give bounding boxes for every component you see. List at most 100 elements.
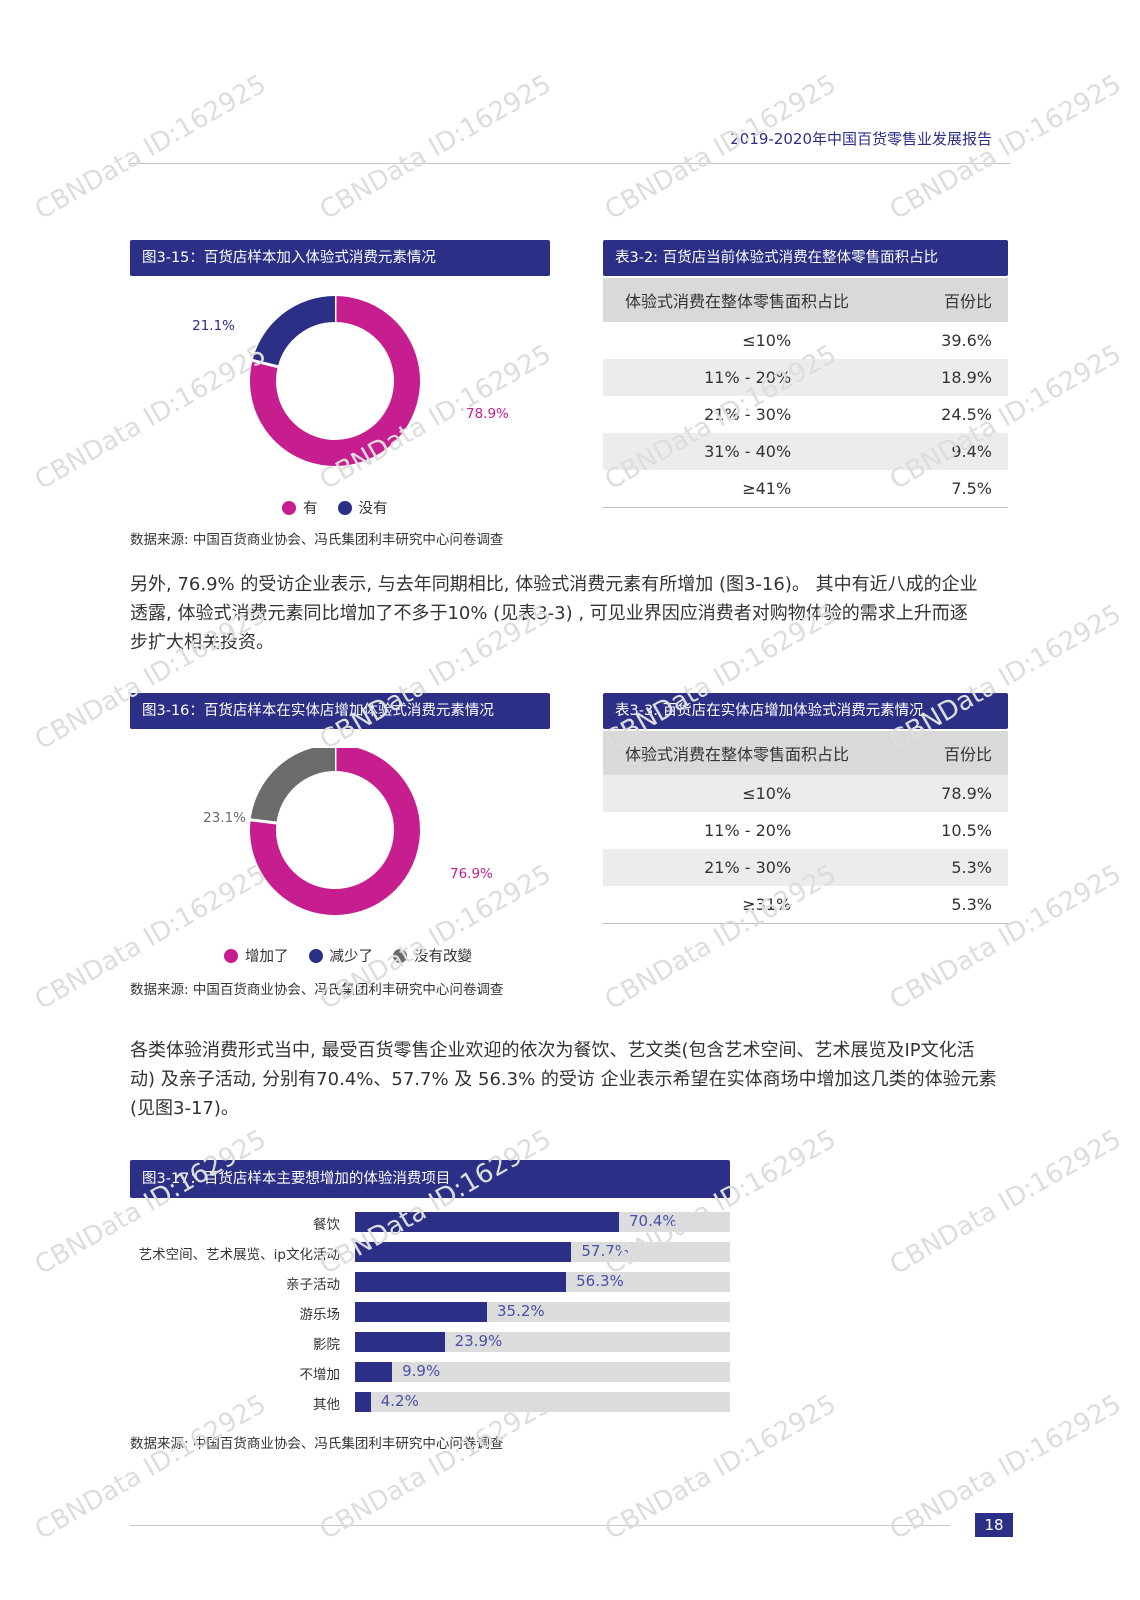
bar-fill [355,1332,445,1352]
legend-swatch-icon [224,948,238,963]
donut-slice-有 [250,296,420,466]
table-header-cell: 百份比 [941,731,1008,775]
slice-label-有: 78.9% [466,406,509,422]
table-row: ≥41% 7.5% [603,470,1008,508]
watermark-text: CBNData ID:162925 [885,1124,1127,1281]
table-row: 31% - 40% 9.4% [603,433,1008,470]
table-cell: ≥41% [742,479,792,498]
slice-label-没有: 21.1% [192,318,235,334]
legend-item: 增加了 [224,945,289,966]
bar-fill [355,1392,371,1412]
slice-separator [250,818,277,825]
table-row: 11% - 20% 10.5% [603,812,1008,849]
table-header-cell: 体验式消费在整体零售面积占比 [603,278,942,322]
table-row: 21% - 30% 24.5% [603,396,1008,433]
paragraph-line: 透露, 体验式消费元素同比增加了不多于10% (见表3-3) , 可见业界因应消… [130,603,968,624]
donut-chart-3-15: 78.9% 21.1% [192,296,509,466]
table-cell: 5.3% [951,895,992,914]
legend-swatch-icon [337,500,352,515]
legend-item: 没有 [337,497,388,518]
table-cell: 7.5% [951,479,992,498]
watermark-text: CBNData ID:162925 [315,69,557,226]
table-bottom-rule [603,923,1008,924]
footer-divider [130,1525,950,1526]
bar-category-label: 影院 [313,1337,340,1353]
bar-value-label: 70.4% [629,1212,677,1230]
legend-label: 没有 [358,501,388,517]
bar-category-label: 餐饮 [313,1217,340,1233]
donut-slice-没有 [252,296,336,368]
figure-3-15-title: 图3-15：百货店样本加入体验式消费元素情况 [130,240,550,276]
legend-item: 有 [282,497,318,518]
legend-item: 没有改變 [393,945,472,966]
table-header-cell: 百份比 [941,278,1008,322]
legend-item: 减少了 [308,945,374,966]
table-row: ≤10% 78.9% [603,775,1008,812]
bar-fill [355,1362,393,1382]
bar-value-label: 4.2% [380,1392,419,1410]
bar-track [355,1392,730,1412]
figure-3-16-title: 图3-16：百货店样本在实体店增加体验式消费元素情况 [130,693,550,729]
legend-label: 没有改變 [414,949,472,965]
figure-3-17-title: 图3-17：百货店样本主要想增加的体验消费项目 [130,1160,730,1198]
bar-track [355,1362,730,1382]
table-row: ≤10% 39.6% [603,322,1008,359]
source-3-15: 数据来源: 中国百货商业协会、冯氏集团利丰研究中心问卷调查 [130,532,504,548]
paragraph-line: 步扩大相关投资。 [130,632,274,653]
paragraph-line: (见图3-17)。 [130,1098,239,1119]
table-3-3-title: 表3-3: 百货店在实体店增加体验式消费元素情况 [603,693,1008,729]
paragraph-line: 动) 及亲子活动, 分别有70.4%、57.7% 及 56.3% 的受访 企业表… [130,1069,997,1090]
bar-value-label: 9.9% [402,1362,441,1380]
donut-slice-增加了 [250,748,420,915]
slice-label-没有改變: 23.1% [203,810,246,826]
table-cell: 11% - 20% [704,821,792,840]
table-3-2-title: 表3-2: 百货店当前体验式消费在整体零售面积占比 [603,240,1008,276]
slice-separator [252,358,279,369]
source-3-16: 数据来源: 中国百货商业协会、冯氏集团利丰研究中心问卷调查 [130,982,504,998]
bar-category-label: 游乐场 [299,1307,341,1323]
bar-value-label: 35.2% [497,1302,545,1320]
table-cell: 31% - 40% [603,433,942,470]
table-cell: 78.9% [941,775,1008,812]
report-title: 2019-2020年中国百货零售业发展报告 [730,130,992,148]
bar-value-label: 23.9% [454,1332,503,1350]
table-3-2: 体验式消费在整体零售面积占比 百份比 ≤10% 39.6% 11% - 20% 18.9%… [603,278,1008,508]
bar-fill [355,1242,572,1262]
legend-swatch-icon [282,500,296,515]
legend-swatch-icon [393,948,407,963]
bar-fill [355,1302,487,1322]
legend-label: 有 [303,501,318,517]
paragraph-line: 另外, 76.9% 的受访企业表示, 与去年同期相比, 体验式消费元素有所增加 … [130,574,978,595]
table-cell: ≥31% [742,895,792,914]
bar-chart-3-17: 餐饮 70.4% 艺术空间、艺术展览、ip文化活动 57.7% 亲子活动 56.3% 游乐场… [130,1212,730,1422]
header-divider [130,163,1010,164]
table-cell: 24.5% [941,405,992,424]
table-header-cell: 体验式消费在整体零售面积占比 [603,731,942,775]
bar-category-label: 不增加 [299,1367,341,1383]
legend-swatch-icon [308,948,323,963]
bar-value-label: 56.3% [576,1272,624,1290]
donut-chart-3-16: 76.9% 23.1% [203,748,493,915]
legend-label: 减少了 [329,949,374,965]
table-cell: 11% - 20% [603,359,942,396]
bar-category-label: 亲子活动 [286,1277,340,1293]
bar-fill [355,1272,567,1292]
table-row: 11% - 20% 18.9% [603,359,1008,396]
source-3-17: 数据来源: 中国百货商业协会、冯氏集团利丰研究中心问卷调查 [130,1436,504,1452]
bar-track [355,1332,730,1352]
paragraph-line: 各类体验消费形式当中, 最受百货零售企业欢迎的依次为餐饮、艺文类(包含艺术空间、… [130,1040,975,1061]
table-cell: 10.5% [941,821,992,840]
page-number: 18 [975,1513,1013,1537]
donut-slice-没有改變 [250,748,336,824]
bar-value-label: 57.7% [581,1242,630,1260]
table-cell: 18.9% [941,359,1008,396]
table-3-3: 体验式消费在整体零售面积占比 百份比 ≤10% 78.9% 11% - 20% 10.5%… [603,731,1008,924]
paragraph-1: 另外, 76.9% 的受访企业表示, 与去年同期相比, 体验式消费元素有所增加 … [130,570,978,657]
table-cell: 9.4% [941,433,1008,470]
table-cell: 5.3% [941,849,1008,886]
table-cell: 39.6% [941,331,992,350]
bar-category-label: 其他 [313,1397,340,1413]
watermark-text: CBNData ID:162925 [30,69,272,226]
table-cell: 21% - 30% [704,405,792,424]
table-cell: ≤10% [603,775,942,812]
